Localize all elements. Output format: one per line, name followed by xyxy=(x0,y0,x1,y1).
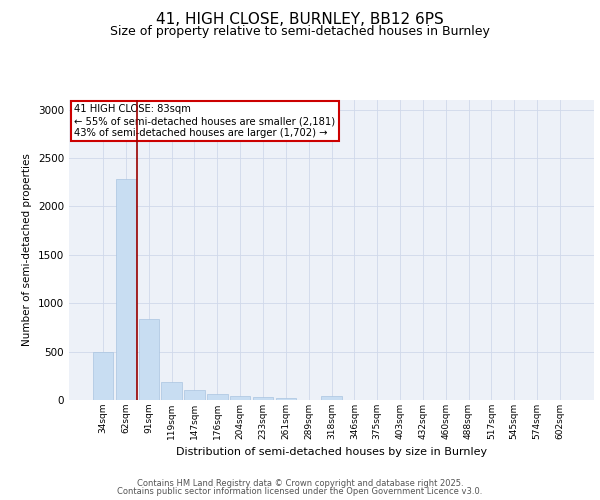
Bar xyxy=(230,396,250,400)
Bar xyxy=(161,382,182,400)
Text: Contains HM Land Registry data © Crown copyright and database right 2025.: Contains HM Land Registry data © Crown c… xyxy=(137,478,463,488)
Text: Size of property relative to semi-detached houses in Burnley: Size of property relative to semi-detach… xyxy=(110,25,490,38)
Bar xyxy=(275,398,296,400)
Bar xyxy=(184,390,205,400)
Bar xyxy=(93,352,113,400)
Text: 41 HIGH CLOSE: 83sqm
← 55% of semi-detached houses are smaller (2,181)
43% of se: 41 HIGH CLOSE: 83sqm ← 55% of semi-detac… xyxy=(74,104,335,138)
Y-axis label: Number of semi-detached properties: Number of semi-detached properties xyxy=(22,154,32,346)
Bar xyxy=(207,394,227,400)
Bar xyxy=(139,318,159,400)
Bar xyxy=(321,396,342,400)
Text: 41, HIGH CLOSE, BURNLEY, BB12 6PS: 41, HIGH CLOSE, BURNLEY, BB12 6PS xyxy=(156,12,444,28)
X-axis label: Distribution of semi-detached houses by size in Burnley: Distribution of semi-detached houses by … xyxy=(176,448,487,458)
Text: Contains public sector information licensed under the Open Government Licence v3: Contains public sector information licen… xyxy=(118,487,482,496)
Bar xyxy=(253,397,273,400)
Bar xyxy=(116,180,136,400)
